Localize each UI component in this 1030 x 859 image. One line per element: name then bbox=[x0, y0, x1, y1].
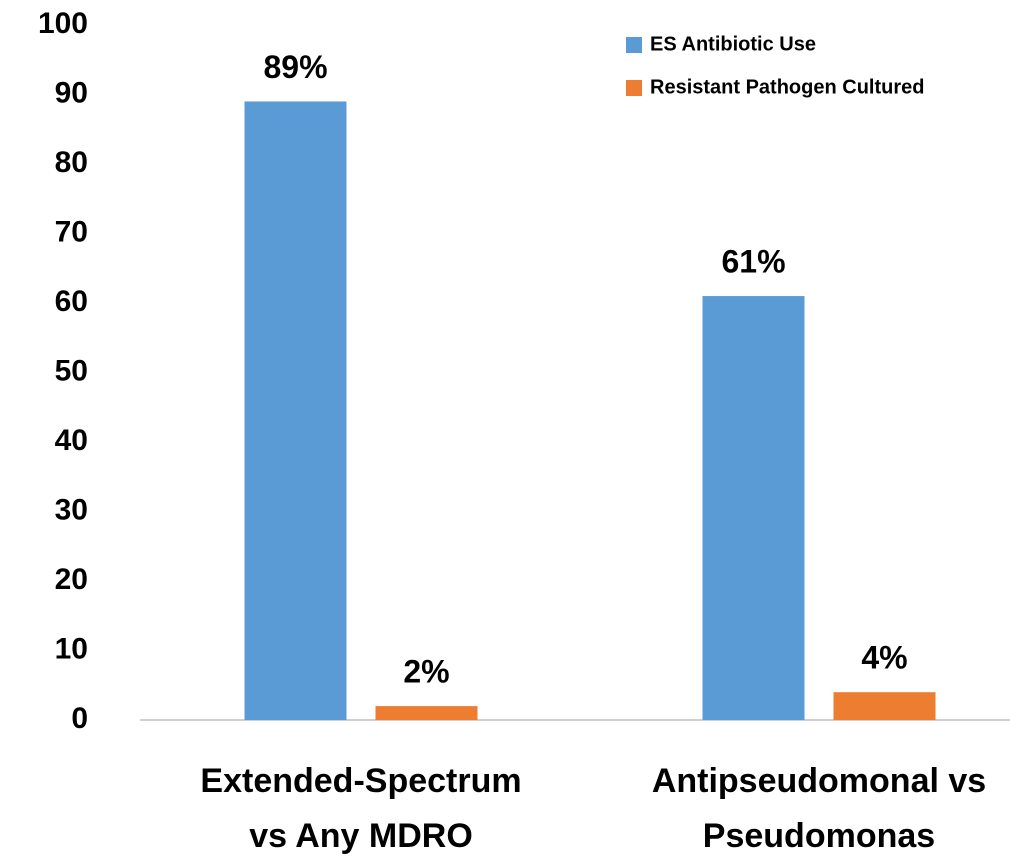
bar bbox=[244, 101, 347, 720]
y-tick-label: 60 bbox=[55, 285, 88, 318]
bar bbox=[702, 296, 805, 720]
y-tick-label: 0 bbox=[71, 702, 88, 735]
y-tick-label: 10 bbox=[55, 632, 88, 665]
y-tick-label: 50 bbox=[55, 354, 88, 387]
legend-swatch bbox=[626, 80, 642, 96]
data-label: 4% bbox=[861, 640, 907, 676]
legend-label: Resistant Pathogen Cultured bbox=[650, 76, 924, 98]
legend-swatch bbox=[626, 37, 642, 53]
y-tick-label: 30 bbox=[55, 493, 88, 526]
bar bbox=[833, 692, 936, 720]
y-tick-label: 90 bbox=[55, 76, 88, 109]
x-tick-label: vs Any MDRO bbox=[249, 817, 473, 855]
y-tick-label: 20 bbox=[55, 563, 88, 596]
data-label: 89% bbox=[263, 49, 327, 85]
x-tick-label: Extended-Spectrum bbox=[200, 762, 521, 800]
x-tick-label: Pseudomonas bbox=[703, 817, 935, 855]
legend-label: ES Antibiotic Use bbox=[650, 33, 816, 55]
data-label: 61% bbox=[721, 244, 785, 280]
y-tick-label: 40 bbox=[55, 424, 88, 457]
bar bbox=[375, 706, 478, 720]
x-tick-label: Antipseudomonal vs bbox=[652, 762, 986, 800]
y-tick-label: 70 bbox=[55, 215, 88, 248]
y-tick-label: 100 bbox=[38, 7, 88, 40]
y-tick-label: 80 bbox=[55, 146, 88, 179]
data-label: 2% bbox=[403, 654, 449, 690]
